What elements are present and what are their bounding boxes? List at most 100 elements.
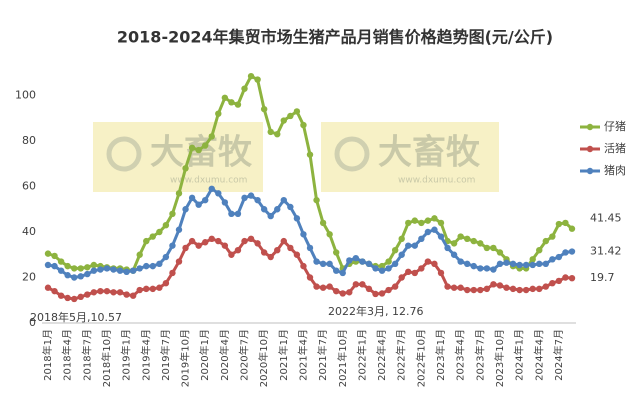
data-point (346, 289, 353, 296)
data-point (352, 281, 360, 288)
data-point (319, 260, 327, 268)
data-point (71, 265, 78, 272)
data-point (221, 199, 229, 206)
data-point (450, 284, 458, 291)
data-point (490, 281, 497, 288)
x-tick-label: 2021年1月 (277, 329, 290, 381)
data-point (568, 274, 576, 282)
x-tick-label: 2019年7月 (159, 329, 172, 381)
data-point (287, 203, 294, 211)
data-point (234, 101, 242, 108)
data-point (175, 226, 183, 233)
data-point (274, 130, 281, 138)
data-point (169, 269, 176, 277)
data-point (116, 267, 124, 274)
x-tick-label: 2020年10月 (257, 329, 270, 387)
data-point (84, 291, 91, 298)
data-point (241, 237, 248, 245)
data-point (129, 267, 137, 274)
watermark-url: www.dxumu.com (398, 176, 475, 186)
y-tick-label: 40 (22, 225, 36, 238)
y-tick-label: 0 (29, 316, 36, 329)
data-point (260, 206, 268, 213)
data-point (411, 242, 418, 249)
data-point (215, 237, 222, 245)
data-point (326, 231, 333, 238)
data-point (287, 112, 294, 120)
data-point (202, 239, 209, 246)
data-point (202, 142, 209, 149)
x-tick-label: 2019年10月 (179, 329, 192, 387)
data-point (365, 260, 373, 268)
x-tick-label: 2019年1月 (120, 329, 133, 381)
end-label: 19.7 (590, 271, 615, 284)
data-point (260, 105, 268, 113)
x-tick-label: 2018年4月 (61, 329, 74, 381)
watermark: 大畜牧 大畜牧 www.dxumu.com www.dxumu.com (93, 122, 499, 192)
data-point (509, 285, 517, 293)
data-point (64, 262, 71, 270)
data-point (555, 220, 563, 228)
data-point (208, 235, 215, 243)
data-point (333, 267, 340, 274)
x-tick-label: 2023年1月 (434, 329, 447, 381)
data-point (254, 240, 261, 247)
data-point (549, 256, 556, 263)
data-point (562, 274, 569, 281)
data-point (293, 251, 301, 258)
data-point (188, 237, 196, 245)
watermark-logo (334, 136, 370, 172)
data-point (280, 117, 287, 124)
data-point (267, 253, 274, 261)
data-point (143, 285, 150, 293)
data-point (215, 190, 222, 197)
x-tick-label: 2018年1月 (41, 329, 54, 381)
x-tick-label: 2022年7月 (395, 329, 408, 381)
x-tick-label: 2020年7月 (238, 329, 251, 381)
data-point (490, 244, 497, 252)
data-point (431, 226, 438, 233)
x-tick-label: 2022年4月 (375, 329, 388, 381)
data-point (234, 247, 242, 254)
x-tick-label: 2021年7月 (316, 329, 329, 381)
x-tick-label: 2023年4月 (454, 329, 467, 381)
data-point (470, 237, 477, 245)
data-point (44, 284, 52, 291)
data-point (57, 267, 65, 274)
data-point (496, 282, 504, 289)
data-point (398, 274, 405, 281)
data-point (300, 262, 307, 270)
data-point (313, 258, 320, 265)
data-point (162, 253, 170, 261)
x-tick-label: 2023年7月 (473, 329, 486, 381)
data-point (116, 289, 124, 296)
data-point (431, 260, 438, 268)
data-point (228, 251, 235, 258)
data-point (529, 256, 536, 263)
data-point (149, 285, 156, 293)
chart-title: 2018-2024年集贸市场生猪产品月销售价格趋势图(元/公斤) (117, 28, 553, 47)
end-label: 31.42 (590, 245, 622, 258)
data-point (156, 260, 163, 268)
data-point (313, 196, 320, 204)
data-point (516, 286, 523, 294)
data-point (306, 244, 314, 252)
data-point (536, 247, 543, 254)
data-point (293, 215, 301, 222)
watermark-url: www.dxumu.com (170, 176, 247, 186)
data-point (391, 260, 399, 268)
data-point (254, 76, 261, 83)
data-point (208, 185, 215, 192)
data-point (123, 291, 130, 298)
data-point (274, 247, 281, 254)
data-point (97, 287, 104, 295)
x-tick-label: 2020年1月 (198, 329, 211, 381)
data-point (136, 251, 143, 258)
data-point (208, 133, 215, 140)
data-point (464, 235, 471, 243)
x-tick-label: 2024年7月 (552, 329, 565, 381)
data-point (457, 258, 464, 265)
data-point (300, 231, 307, 238)
data-point (77, 273, 84, 280)
